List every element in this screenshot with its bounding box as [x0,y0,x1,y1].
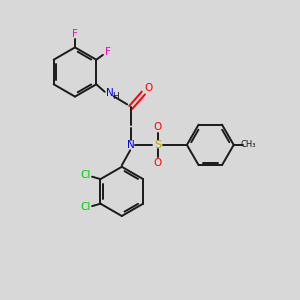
Text: N: N [127,140,135,150]
Text: N: N [106,88,114,98]
Text: CH₃: CH₃ [241,140,256,149]
Text: O: O [154,158,162,168]
Text: F: F [105,46,111,57]
Text: F: F [72,29,78,39]
Text: O: O [145,82,153,93]
Text: S: S [154,140,161,150]
Text: Cl: Cl [80,202,91,212]
Text: Cl: Cl [80,170,91,181]
Text: H: H [112,92,119,101]
Text: O: O [154,122,162,132]
